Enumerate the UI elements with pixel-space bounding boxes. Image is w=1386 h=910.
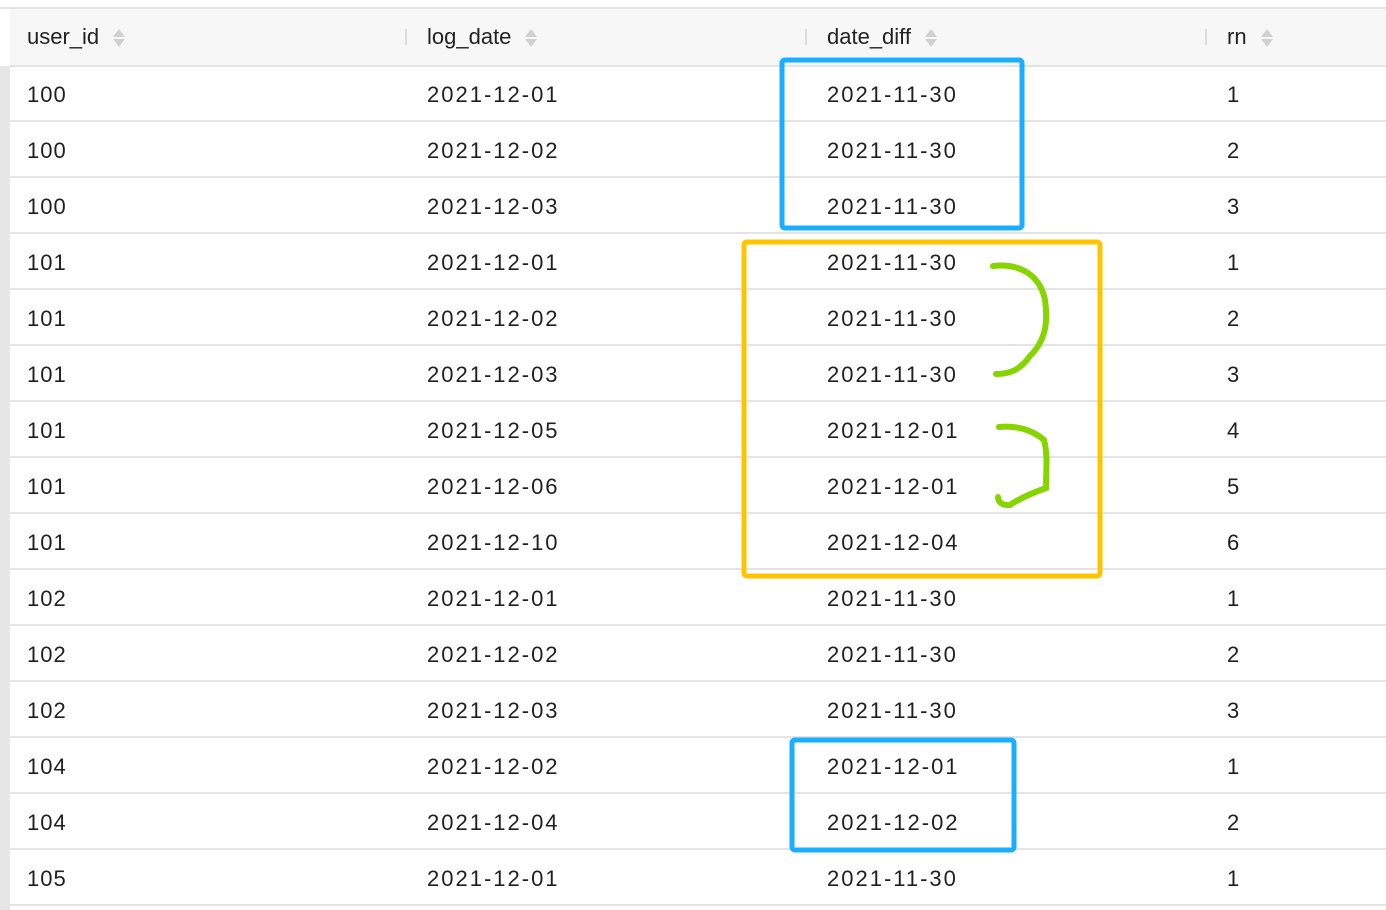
cell-log-date: 2021-12-02 [427, 754, 560, 779]
column-header-date-diff[interactable]: date_diff [827, 9, 938, 65]
table-row[interactable]: 104 2021-12-02 2021-12-01 1 [10, 738, 1386, 794]
bracket-mark-green-2 [995, 423, 1050, 509]
cell-date-diff: 2021-11-30 [827, 698, 958, 723]
table-row[interactable]: 101 2021-12-06 2021-12-01 5 [10, 458, 1386, 514]
cell-log-date: 2021-12-10 [427, 530, 560, 555]
table-row[interactable]: 101 2021-12-10 2021-12-04 6 [10, 514, 1386, 570]
cell-date-diff: 2021-12-01 [827, 754, 960, 779]
table-row[interactable]: 100 2021-12-01 2021-11-30 1 [10, 66, 1386, 122]
cell-user-id: 104 [27, 810, 67, 835]
column-header-rn[interactable]: rn [1227, 9, 1273, 65]
cell-user-id: 100 [27, 194, 67, 219]
table-header: user_id log_date date_diff rn [10, 9, 1386, 67]
table-row[interactable]: 102 2021-12-03 2021-11-30 3 [10, 682, 1386, 738]
cell-log-date: 2021-12-03 [427, 194, 560, 219]
cell-log-date: 2021-12-01 [427, 82, 560, 107]
bracket-mark-green-1 [990, 262, 1050, 377]
table-row[interactable]: 100 2021-12-03 2021-11-30 3 [10, 178, 1386, 234]
table-row[interactable]: 102 2021-12-02 2021-11-30 2 [10, 626, 1386, 682]
column-resize-handle[interactable] [405, 29, 407, 45]
cell-date-diff: 2021-11-30 [827, 82, 958, 107]
cell-date-diff: 2021-12-04 [827, 530, 960, 555]
cell-rn: 2 [1227, 306, 1241, 331]
sort-icon[interactable] [525, 27, 538, 49]
cell-rn: 3 [1227, 362, 1241, 387]
cell-log-date: 2021-12-04 [427, 810, 560, 835]
top-border [0, 7, 1386, 9]
cell-rn: 1 [1227, 586, 1241, 611]
cell-rn: 2 [1227, 642, 1241, 667]
highlight-box-orange-101 [741, 239, 1103, 579]
column-header-log-date[interactable]: log_date [427, 9, 538, 65]
table-row[interactable]: 104 2021-12-04 2021-12-02 2 [10, 794, 1386, 850]
cell-date-diff: 2021-11-30 [827, 250, 958, 275]
column-resize-handle[interactable] [1205, 29, 1207, 45]
cell-date-diff: 2021-11-30 [827, 642, 958, 667]
column-header-label: log_date [427, 24, 512, 49]
cell-log-date: 2021-12-02 [427, 306, 560, 331]
column-resize-handle[interactable] [805, 29, 807, 45]
cell-date-diff: 2021-11-30 [827, 138, 958, 163]
sort-icon[interactable] [113, 27, 126, 49]
highlight-box-blue-104 [789, 737, 1017, 853]
cell-date-diff: 2021-12-01 [827, 474, 960, 499]
column-header-label: user_id [27, 24, 100, 49]
cell-date-diff: 2021-12-01 [827, 418, 960, 443]
cell-user-id: 100 [27, 82, 67, 107]
cell-rn: 1 [1227, 866, 1241, 891]
cell-user-id: 101 [27, 306, 67, 331]
cell-rn: 3 [1227, 698, 1241, 723]
sort-icon[interactable] [1260, 27, 1273, 49]
table-row[interactable]: 101 2021-12-02 2021-11-30 2 [10, 290, 1386, 346]
table-row[interactable]: 101 2021-12-03 2021-11-30 3 [10, 346, 1386, 402]
table-row[interactable]: 101 2021-12-01 2021-11-30 1 [10, 234, 1386, 290]
cell-log-date: 2021-12-02 [427, 138, 560, 163]
cell-user-id: 101 [27, 474, 67, 499]
cell-user-id: 102 [27, 586, 67, 611]
cell-user-id: 104 [27, 754, 67, 779]
row-gutter [0, 66, 10, 910]
cell-rn: 4 [1227, 418, 1241, 443]
cell-date-diff: 2021-11-30 [827, 362, 958, 387]
cell-date-diff: 2021-12-02 [827, 810, 960, 835]
cell-rn: 1 [1227, 82, 1241, 107]
cell-rn: 6 [1227, 530, 1241, 555]
table-row[interactable]: 105 2021-12-01 2021-11-30 1 [10, 850, 1386, 906]
cell-date-diff: 2021-11-30 [827, 194, 958, 219]
cell-rn: 5 [1227, 474, 1241, 499]
cell-date-diff: 2021-11-30 [827, 306, 958, 331]
cell-rn: 2 [1227, 138, 1241, 163]
cell-rn: 3 [1227, 194, 1241, 219]
cell-rn: 1 [1227, 250, 1241, 275]
cell-user-id: 100 [27, 138, 67, 163]
cell-rn: 1 [1227, 754, 1241, 779]
cell-log-date: 2021-12-02 [427, 642, 560, 667]
cell-date-diff: 2021-11-30 [827, 586, 958, 611]
cell-rn: 2 [1227, 810, 1241, 835]
cell-log-date: 2021-12-03 [427, 698, 560, 723]
table-row[interactable]: 101 2021-12-05 2021-12-01 4 [10, 402, 1386, 458]
cell-user-id: 102 [27, 642, 67, 667]
cell-log-date: 2021-12-06 [427, 474, 560, 499]
cell-log-date: 2021-12-05 [427, 418, 560, 443]
cell-user-id: 105 [27, 866, 67, 891]
cell-user-id: 101 [27, 250, 67, 275]
sort-icon[interactable] [925, 27, 938, 49]
cell-log-date: 2021-12-03 [427, 362, 560, 387]
cell-log-date: 2021-12-01 [427, 586, 560, 611]
cell-user-id: 101 [27, 418, 67, 443]
cell-user-id: 102 [27, 698, 67, 723]
cell-user-id: 101 [27, 362, 67, 387]
table-row[interactable]: 102 2021-12-01 2021-11-30 1 [10, 570, 1386, 626]
column-header-label: date_diff [827, 24, 912, 49]
cell-user-id: 101 [27, 530, 67, 555]
highlight-box-blue-100 [779, 57, 1025, 231]
cell-log-date: 2021-12-01 [427, 250, 560, 275]
column-header-user-id[interactable]: user_id [27, 9, 126, 65]
column-header-label: rn [1227, 24, 1247, 49]
table-row[interactable]: 100 2021-12-02 2021-11-30 2 [10, 122, 1386, 178]
cell-log-date: 2021-12-01 [427, 866, 560, 891]
cell-date-diff: 2021-11-30 [827, 866, 958, 891]
